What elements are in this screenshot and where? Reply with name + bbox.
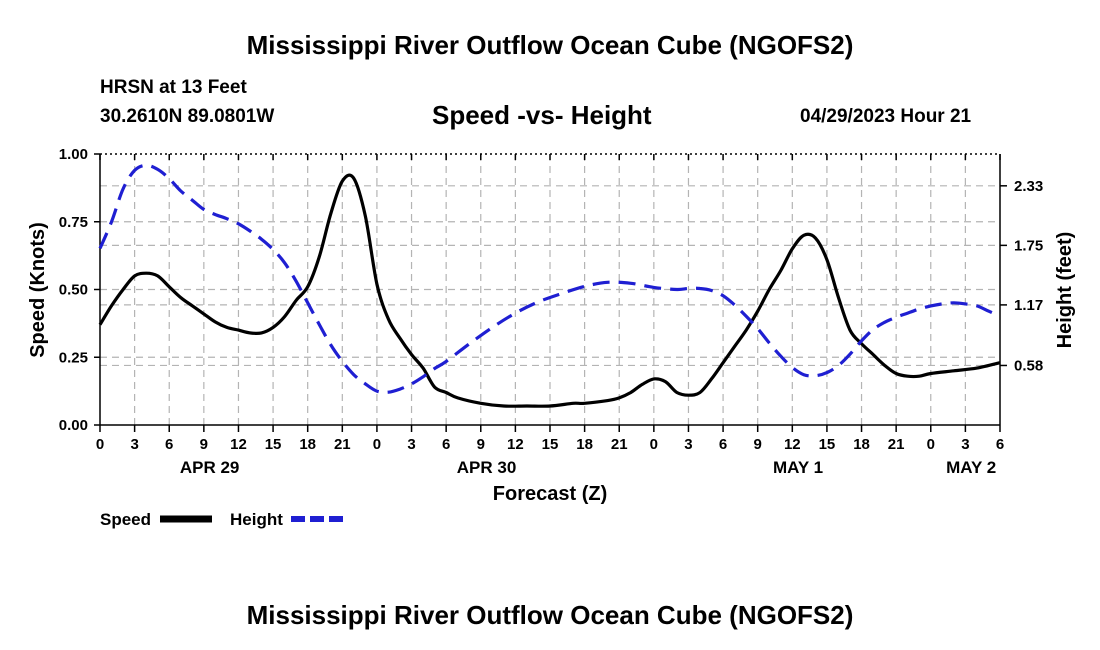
x-tick-label: 15 — [265, 436, 282, 453]
right-tick-label: 0.58 — [1014, 357, 1043, 374]
left-tick-label: 0.75 — [59, 214, 88, 231]
page-title: Mississippi River Outflow Ocean Cube (NG… — [246, 30, 854, 60]
x-tick-label: 12 — [784, 436, 801, 453]
station-name: HRSN at 13 Feet — [100, 77, 247, 98]
x-tick-label: 12 — [230, 436, 247, 453]
series-speed-line — [98, 173, 1001, 408]
x-tick-label: 3 — [961, 436, 969, 453]
date-label: MAY 1 — [773, 458, 823, 477]
x-tick-label: 6 — [719, 436, 727, 453]
legend-label-speed: Speed — [100, 510, 151, 529]
date-label: MAY 2 — [946, 458, 996, 477]
forecast-datetime: 04/29/2023 Hour 21 — [800, 106, 972, 127]
x-tick-label: 0 — [96, 436, 104, 453]
right-axis-label: Height (feet) — [1054, 232, 1076, 349]
date-label: APR 29 — [180, 458, 240, 477]
x-tick-label: 0 — [650, 436, 658, 453]
chart-title: Speed -vs- Height — [432, 100, 652, 130]
x-tick-label: 12 — [507, 436, 524, 453]
x-tick-label: 9 — [477, 436, 485, 453]
left-axis-label: Speed (Knots) — [27, 222, 49, 358]
x-tick-label: 21 — [888, 436, 905, 453]
x-tick-label: 6 — [165, 436, 173, 453]
left-tick-label: 1.00 — [59, 146, 88, 163]
x-tick-label: 6 — [442, 436, 450, 453]
x-tick-label: 18 — [853, 436, 870, 453]
x-axis-label: Forecast (Z) — [493, 483, 607, 505]
legend-label-height: Height — [230, 510, 283, 529]
x-tick-label: 9 — [200, 436, 208, 453]
left-tick-label: 0.50 — [59, 282, 88, 299]
footer-title: Mississippi River Outflow Ocean Cube (NG… — [246, 600, 854, 630]
right-tick-label: 1.17 — [1014, 297, 1043, 314]
x-tick-label: 21 — [334, 436, 351, 453]
x-tick-label: 21 — [611, 436, 628, 453]
x-tick-label: 3 — [130, 436, 138, 453]
x-tick-label: 18 — [576, 436, 593, 453]
x-tick-label: 3 — [684, 436, 692, 453]
series-height-line — [98, 163, 1001, 394]
right-tick-label: 2.33 — [1014, 178, 1043, 195]
x-tick-label: 15 — [542, 436, 559, 453]
x-tick-label: 9 — [754, 436, 762, 453]
x-tick-label: 6 — [996, 436, 1004, 453]
x-tick-label: 0 — [927, 436, 935, 453]
station-coordinates: 30.2610N 89.0801W — [100, 106, 275, 127]
x-tick-label: 0 — [373, 436, 381, 453]
date-label: APR 30 — [457, 458, 517, 477]
x-tick-label: 15 — [819, 436, 836, 453]
x-tick-label: 3 — [407, 436, 415, 453]
x-tick-label: 18 — [299, 436, 316, 453]
left-tick-label: 0.25 — [59, 349, 88, 366]
left-tick-label: 0.00 — [59, 417, 88, 434]
right-tick-label: 1.75 — [1014, 237, 1043, 254]
